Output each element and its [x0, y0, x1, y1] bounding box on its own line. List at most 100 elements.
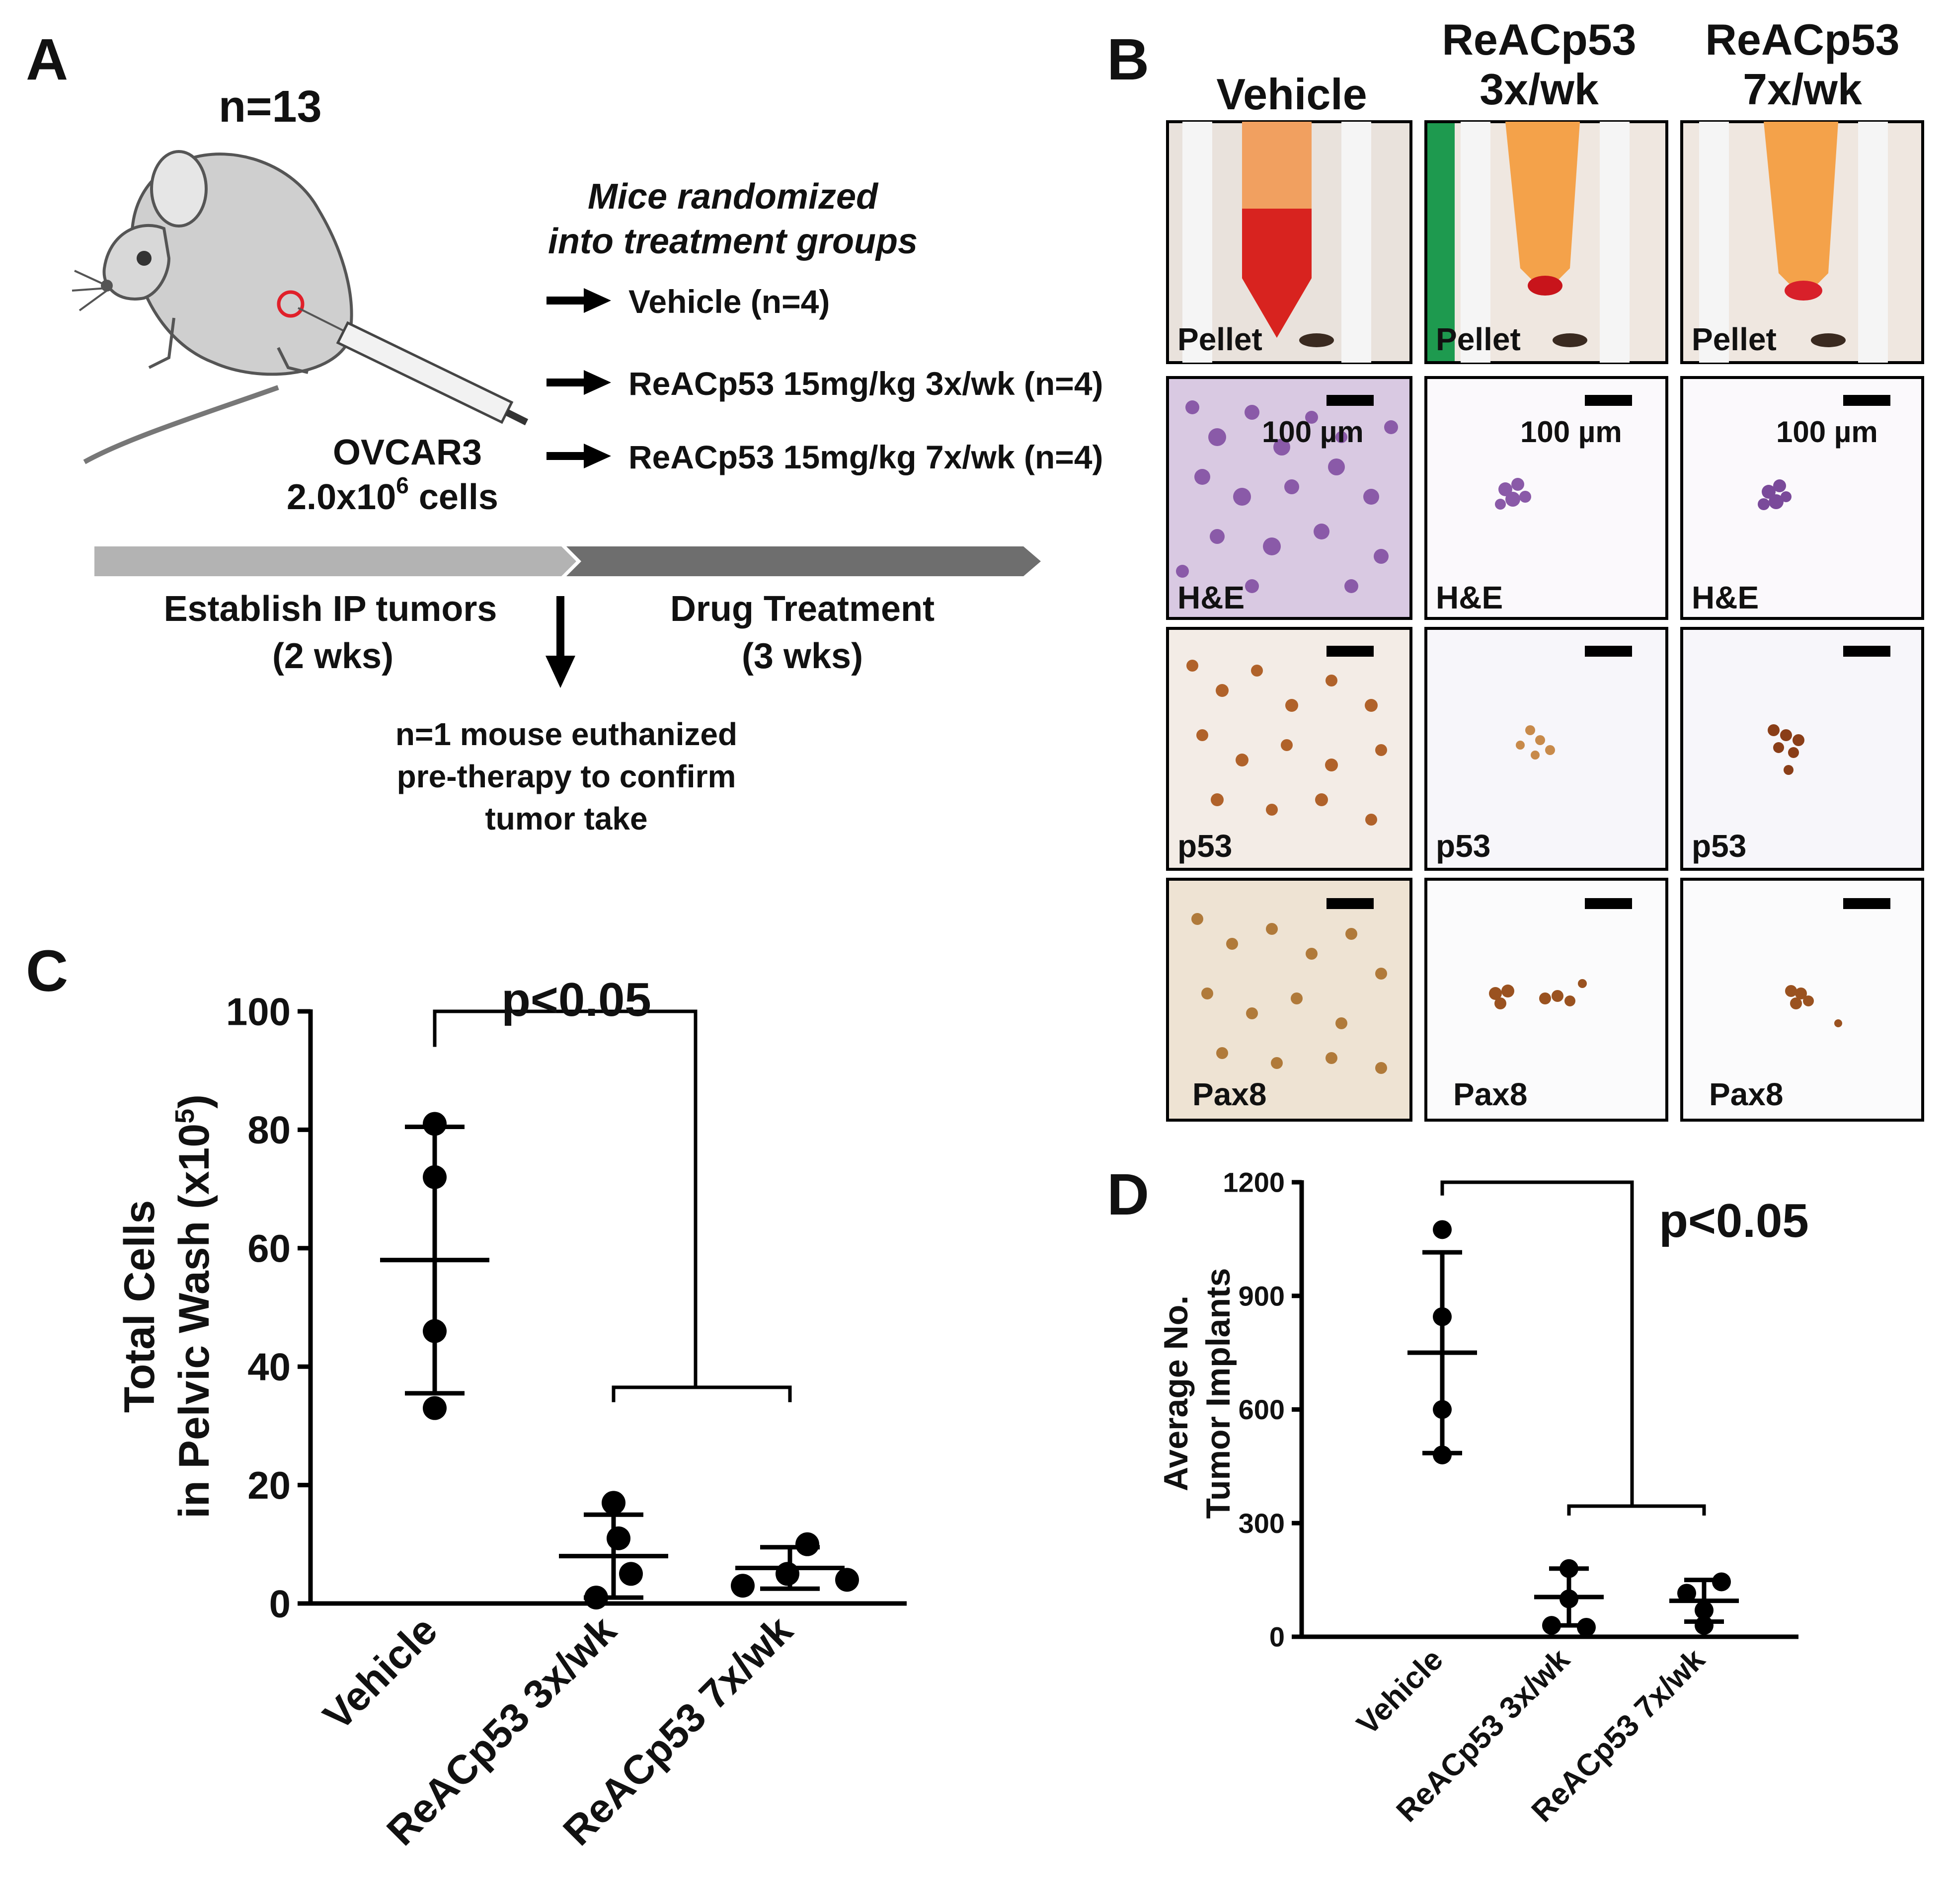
scale-bar-label: 100 µm	[1262, 415, 1364, 449]
he-image-7x: 100 µm H&E	[1680, 376, 1924, 620]
injection-site-marker	[277, 290, 305, 318]
c-y-tick-label: 60	[247, 1226, 291, 1270]
mouse-illustration	[72, 150, 353, 464]
panel-label-d: D	[1107, 1162, 1149, 1227]
column-header-7x-line-2: 7x/wk	[1743, 65, 1863, 114]
c-data-point	[423, 1319, 447, 1343]
randomized-heading-2: into treatment groups	[548, 222, 918, 261]
scale-bar	[1843, 646, 1890, 657]
pellet-image-vehicle: Pellet	[1166, 120, 1412, 364]
column-header-3x-line-1: ReACp53	[1442, 15, 1636, 64]
d-data-point	[1433, 1400, 1452, 1419]
d-significance-bracket	[1567, 1504, 1706, 1516]
group-item-7x: ReACp53 15mg/kg 7x/wk (n=4)	[628, 439, 1103, 475]
pellet-image-3x: Pellet	[1424, 120, 1668, 364]
d-significance-bracket	[1440, 1180, 1634, 1506]
d-data-point	[1560, 1559, 1578, 1578]
panel-d: D Average No. Tumor Implants 0 300 600 900 1…	[1107, 1162, 1809, 1828]
group-arrow-icon	[546, 444, 611, 468]
randomized-heading-1: Mice randomized	[588, 177, 879, 217]
d-ylabel-line-1: Average No.	[1157, 1295, 1195, 1491]
phase-establish-label: Establish IP tumors	[164, 589, 497, 629]
panel-a: A n=13 OVCAR3 2.0x106 cells Mice randomi…	[26, 27, 1103, 837]
group-arrow-icon	[546, 370, 611, 395]
c-y-tick-label: 80	[247, 1108, 291, 1152]
cell-count-exponent: 6	[396, 472, 409, 498]
phase-establish-duration: (2 wks)	[272, 636, 393, 676]
d-data-point	[1433, 1446, 1452, 1464]
cell-count-unit: cells	[409, 477, 498, 517]
row-label-pellet: Pellet	[1436, 321, 1521, 357]
pax8-image-3x: Pax8	[1424, 878, 1668, 1122]
group-item-3x: ReACp53 15mg/kg 3x/wk (n=4)	[628, 365, 1103, 402]
c-significance-bracket	[433, 1009, 698, 1387]
timeline-establish-arrow	[94, 546, 576, 576]
c-data-point	[731, 1574, 755, 1598]
row-label-he: H&E	[1692, 580, 1759, 615]
timeline-treatment-arrow	[566, 546, 1041, 576]
c-ylabel-exponent: 5	[170, 1109, 200, 1124]
c-significance-bracket	[612, 1385, 792, 1402]
c-y-tick-label: 0	[269, 1582, 291, 1625]
pellet-image-7x: Pellet	[1680, 120, 1924, 364]
c-ylabel-line-1: Total Cells	[116, 1200, 163, 1413]
p53-image-3x: p53	[1424, 627, 1668, 871]
d-data-point	[1560, 1589, 1578, 1608]
d-data-point	[1695, 1600, 1714, 1620]
row-label-pax8: Pax8	[1709, 1076, 1783, 1112]
d-data-point	[1677, 1584, 1696, 1603]
panel-label-a: A	[26, 27, 68, 92]
panel-label-b: B	[1107, 27, 1149, 92]
d-data-point	[1695, 1616, 1714, 1635]
d-data-point	[1433, 1307, 1452, 1326]
scale-bar	[1326, 395, 1374, 406]
group-item-vehicle: Vehicle (n=4)	[628, 283, 830, 320]
row-label-pax8: Pax8	[1192, 1076, 1266, 1112]
sample-size-label: n=13	[219, 82, 322, 132]
group-list: Vehicle (n=4) ReACp53 15mg/kg 3x/wk (n=4…	[546, 283, 1103, 475]
p53-image-vehicle: p53	[1166, 627, 1412, 871]
panel-b: B Vehicle ReACp53 3x/wk ReACp53 7x/wk Pe…	[1107, 15, 1924, 1122]
c-data-point	[619, 1562, 643, 1586]
panel-label-c: C	[26, 938, 68, 1004]
group-arrow-icon	[546, 288, 611, 313]
cell-count-base: 2.0x10	[287, 477, 396, 517]
c-data-point	[423, 1112, 447, 1136]
phase-treatment-duration: (3 wks)	[742, 636, 863, 676]
column-header-vehicle: Vehicle	[1216, 70, 1367, 119]
c-data-point	[423, 1396, 447, 1420]
d-data-point	[1542, 1616, 1561, 1635]
c-data-point	[423, 1165, 447, 1189]
down-arrow-icon	[546, 596, 575, 688]
c-data-point	[607, 1526, 630, 1550]
d-y-tick-label: 600	[1239, 1394, 1285, 1425]
d-data-point	[1577, 1617, 1596, 1637]
d-x-category-label: Vehicle	[1350, 1642, 1450, 1742]
he-image-vehicle: 100 µm H&E	[1166, 376, 1412, 620]
scale-bar	[1326, 646, 1374, 657]
scale-bar-label: 100 µm	[1520, 415, 1622, 449]
c-data-point	[776, 1562, 799, 1586]
euthanized-note-line-3: tumor take	[485, 801, 647, 837]
c-x-category-label: Vehicle	[315, 1607, 446, 1739]
row-label-he: H&E	[1436, 580, 1503, 615]
c-ylabel-close: )	[170, 1094, 218, 1109]
c-ylabel-text: in Pelvic Wash (x10	[170, 1124, 218, 1519]
c-y-tick-label: 100	[226, 990, 291, 1033]
he-image-3x: 100 µm H&E	[1424, 376, 1668, 620]
row-label-p53: p53	[1177, 828, 1232, 864]
cell-line-label: OVCAR3	[333, 433, 482, 472]
p53-image-7x: p53	[1680, 627, 1924, 871]
c-data-point	[835, 1568, 859, 1592]
scale-bar	[1843, 898, 1890, 909]
scale-bar-label: 100 µm	[1776, 415, 1878, 449]
column-header-7x-line-1: ReACp53	[1705, 15, 1899, 64]
scale-bar	[1585, 646, 1632, 657]
c-ylabel-line-2: in Pelvic Wash (x105)	[170, 1094, 218, 1519]
row-label-pellet: Pellet	[1177, 321, 1262, 357]
phase-treatment-label: Drug Treatment	[670, 589, 935, 629]
syringe-icon	[298, 307, 529, 426]
